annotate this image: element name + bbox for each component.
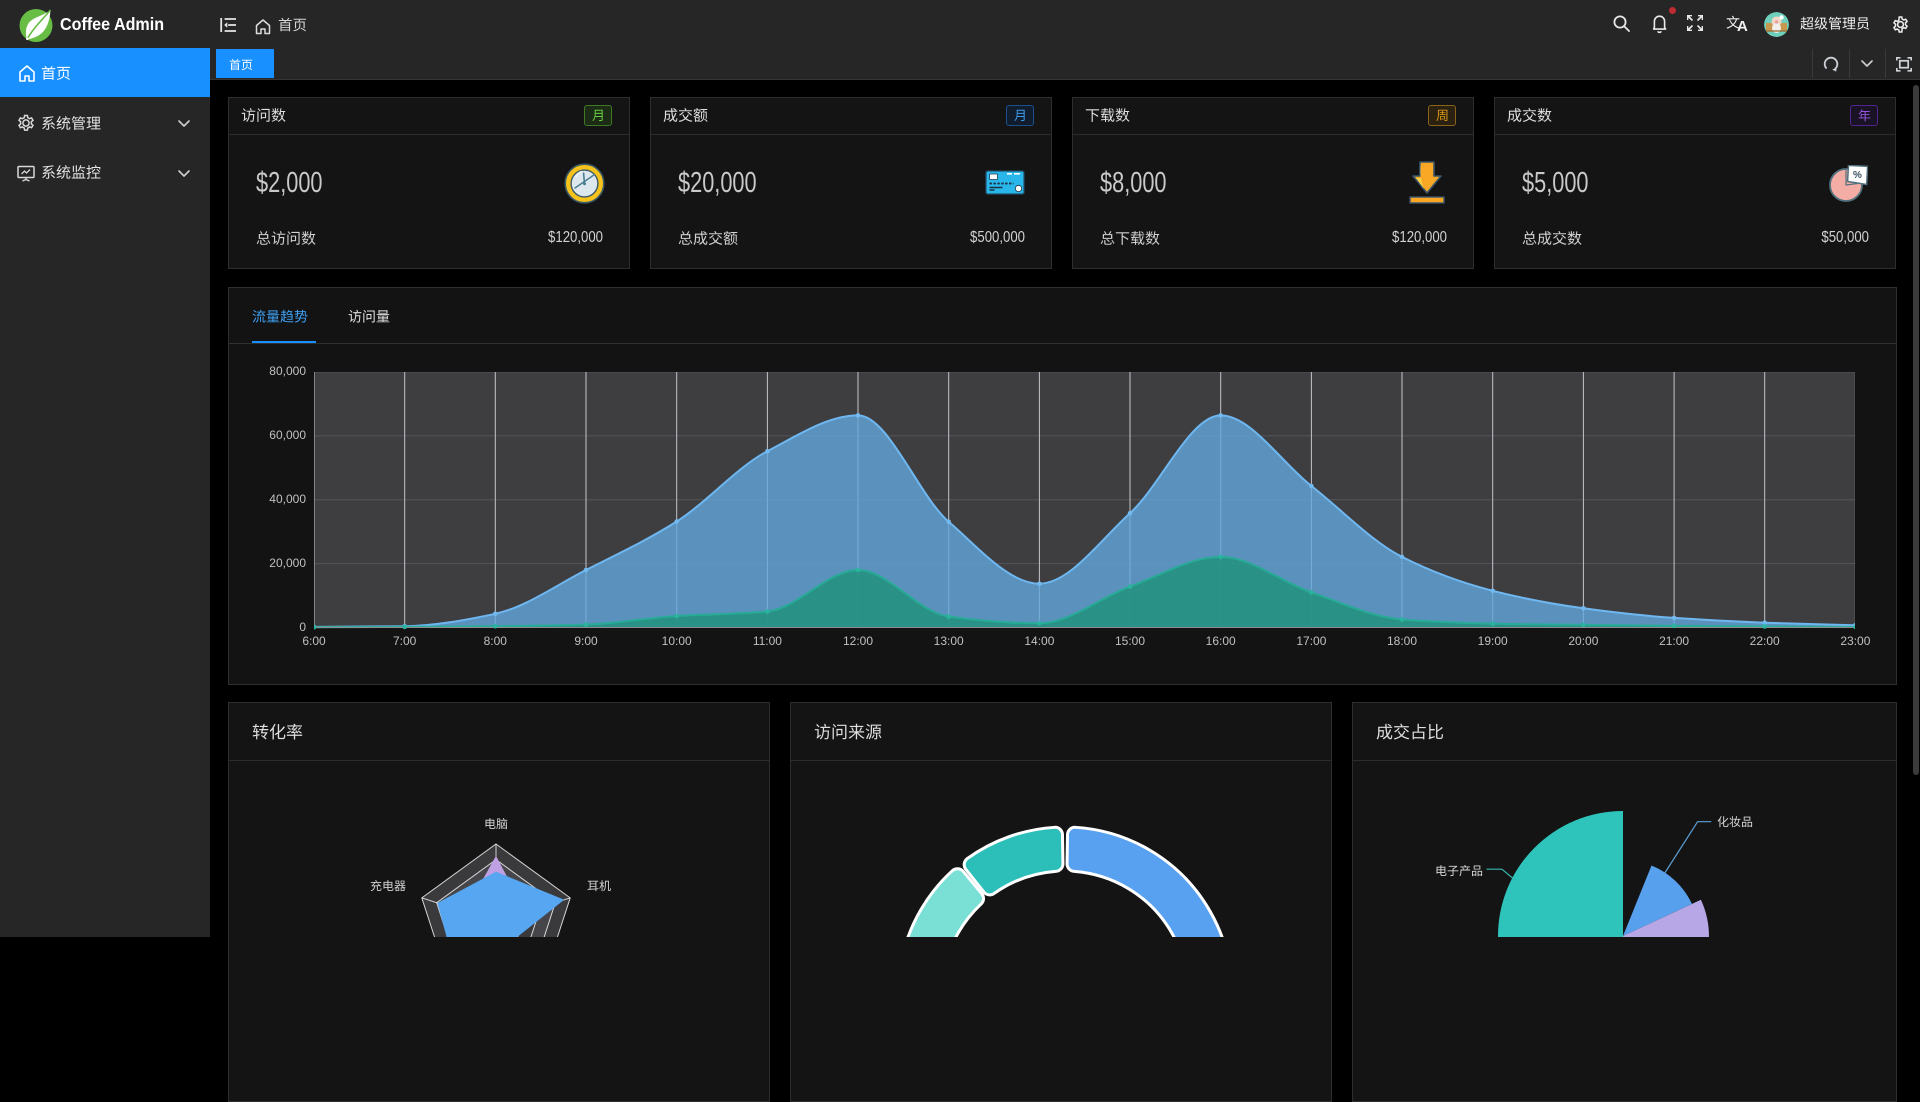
svg-text:%: % [1853, 170, 1862, 181]
